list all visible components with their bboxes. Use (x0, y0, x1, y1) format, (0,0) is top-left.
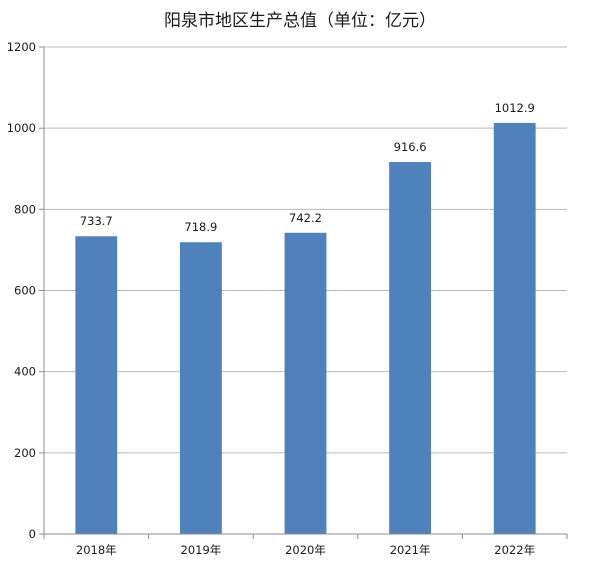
axes (39, 46, 568, 539)
y-tick-label: 0 (29, 527, 36, 541)
bar (284, 232, 327, 534)
data-label: 916.6 (394, 140, 427, 154)
x-tick-label: 2021年 (390, 543, 431, 557)
y-tick-label: 200 (14, 446, 36, 460)
y-tick-label: 1000 (7, 121, 36, 135)
x-tick-label: 2020年 (285, 543, 326, 557)
bar (75, 236, 118, 534)
x-axis-tick-labels: 2018年 2019年 2020年 2021年 2022年 (76, 543, 535, 557)
bar (179, 242, 222, 535)
data-label: 1012.9 (495, 101, 535, 115)
x-tick-label: 2022年 (494, 543, 535, 557)
data-label: 733.7 (80, 214, 113, 228)
y-tick-label: 400 (14, 365, 36, 379)
y-tick-label: 600 (14, 284, 36, 298)
chart-title: 阳泉市地区生产总值（单位：亿元） (164, 11, 436, 31)
y-axis-tick-labels: 0 200 400 600 800 1000 1200 (7, 40, 36, 541)
bar (493, 122, 536, 534)
y-tick-label: 1200 (7, 40, 36, 54)
x-tick-label: 2019年 (181, 543, 222, 557)
bars (75, 122, 536, 535)
data-label: 742.2 (289, 211, 322, 225)
data-label: 718.9 (184, 220, 217, 234)
y-tick-label: 800 (14, 202, 36, 216)
x-tick-label: 2018年 (76, 543, 117, 557)
bar (389, 162, 432, 534)
data-labels: 733.7 718.9 742.2 916.6 1012.9 (80, 101, 535, 234)
